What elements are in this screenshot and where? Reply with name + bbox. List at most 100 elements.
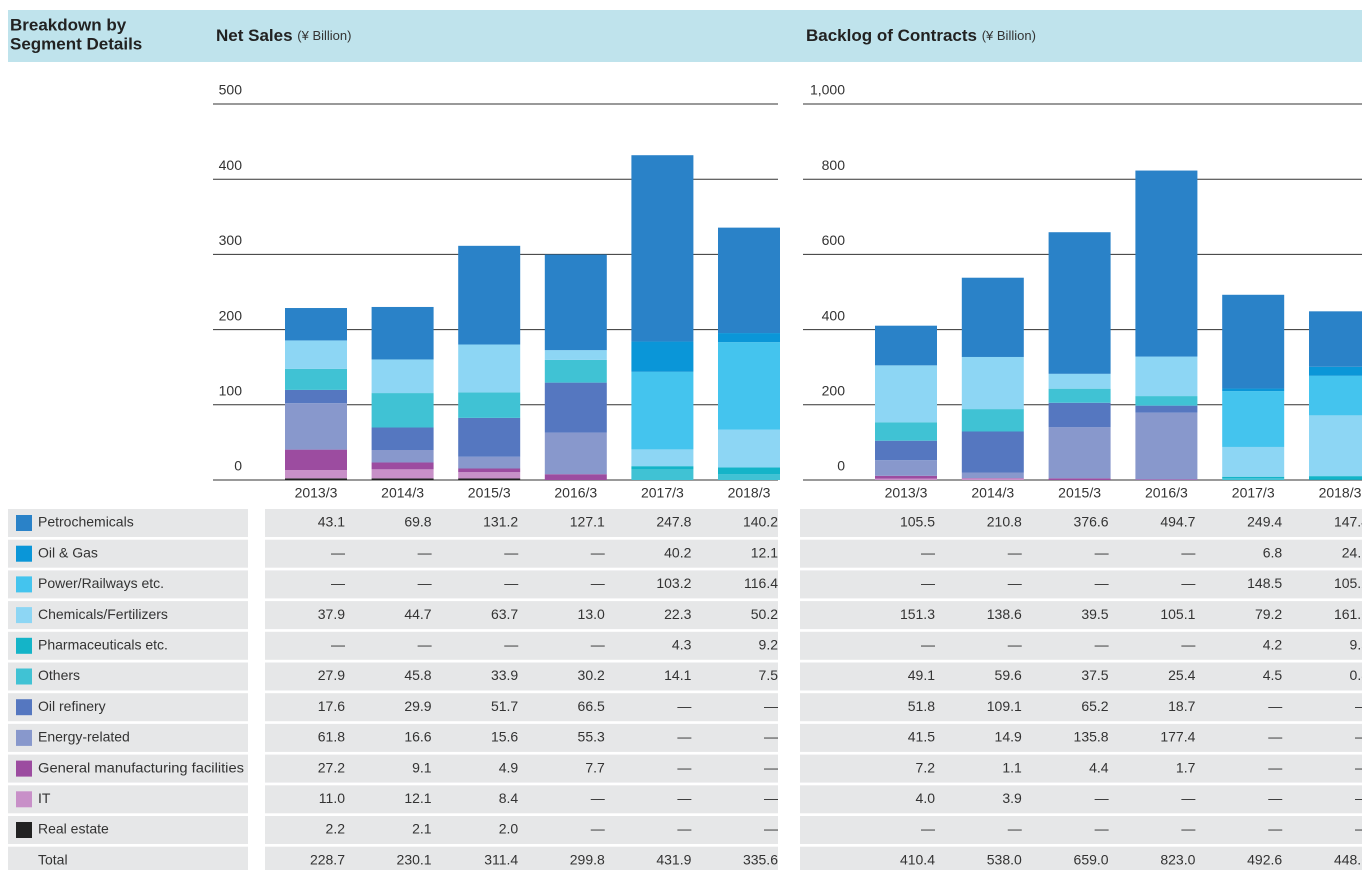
bar-segment [371,427,434,450]
legend-swatch [16,545,32,562]
total-cell: 492.6 [1247,851,1282,867]
row-bg [8,723,248,752]
bar-segment [1222,476,1285,479]
bar-segment [718,227,780,334]
bar-segment [285,368,347,390]
bar-segment [1048,373,1111,389]
bar-segment [875,460,937,476]
bar-segment [1222,391,1285,447]
row-bg [265,601,778,630]
row-bg [265,662,778,691]
table-cell: 27.2 [318,759,345,775]
table-cell: 148.5 [1247,575,1282,591]
table-cell: — [1181,821,1195,837]
bar-segment [285,403,347,450]
x-tick-label: 2015/3 [1058,485,1101,501]
bar-segment [1135,479,1198,480]
table-cell: 65.2 [1081,698,1108,714]
row-bg [800,693,1362,722]
table-cell: 45.8 [404,667,431,683]
header-band [8,10,1362,62]
bar-segment [875,478,937,480]
table-cell: — [1095,637,1109,653]
table-cell: — [591,821,605,837]
bar-segment [961,409,1024,432]
table-cell: — [1008,821,1022,837]
bar-segment [631,469,694,480]
y-tick-label: 200 [822,383,846,399]
page-title: Segment Details [10,34,142,53]
total-cell: 311.4 [484,851,518,867]
table-cell: — [331,637,345,653]
table-cell: 59.6 [995,667,1022,683]
bar-segment [371,478,434,480]
bar-segment [544,382,607,433]
bar-segment [718,342,780,430]
table-cell: 147.4 [1334,514,1362,530]
bar-segment [458,468,521,473]
table-cell: 2.1 [412,821,432,837]
table-cell: — [677,729,691,745]
bar-segment [1048,427,1111,479]
chart-title-main: Net Sales [216,26,293,45]
x-tick-label: 2017/3 [1232,485,1275,501]
bar-segment [1135,412,1198,480]
legend-swatch [16,637,32,654]
chart-title: Backlog of Contracts (¥ Billion) [806,26,1036,45]
table-cell: — [921,821,935,837]
table-cell: — [504,544,518,560]
bar-segment [1135,170,1198,357]
table-cell: — [764,790,778,806]
table-cell: — [1181,544,1195,560]
table-cell: — [1268,729,1282,745]
table-cell: 39.5 [1081,606,1108,622]
table-cell: — [1268,698,1282,714]
bar-segment [875,440,937,461]
bar-segment [458,392,521,418]
table-cell: 14.1 [664,667,691,683]
table-cell: — [1355,729,1362,745]
row-bg [8,816,248,844]
legend-swatch [16,729,32,746]
table-cell: 7.5 [759,667,779,683]
legend-swatch [16,668,32,685]
bar-segment [371,393,434,428]
table-cell: 29.9 [404,698,431,714]
bar-segment [1309,476,1362,480]
y-tick-label: 100 [219,383,243,399]
bar-segment [371,306,434,360]
row-bg [265,693,778,722]
bar-segment [285,340,347,369]
y-tick-label: 500 [219,82,243,98]
bar-segment [544,350,607,360]
table-cell: — [921,575,935,591]
table-cell: — [1095,575,1109,591]
bar-segment [718,474,780,480]
x-tick-label: 2014/3 [971,485,1014,501]
table-cell: 63.7 [491,606,518,622]
bar-segment [285,478,347,480]
y-tick-label: 0 [234,458,242,474]
bar-segment [1048,478,1111,480]
row-bg [265,723,778,752]
table-cell: 376.6 [1074,514,1109,530]
table-cell: 40.2 [664,544,691,560]
table-cell: 4.9 [499,759,519,775]
total-cell: 431.9 [656,851,691,867]
table-cell: 3.9 [1002,790,1022,806]
total-cell: 538.0 [987,851,1022,867]
table-cell: 161.6 [1334,606,1362,622]
table-cell: — [1008,544,1022,560]
bar-segment [1309,311,1362,367]
bar-segment [458,417,521,457]
row-bg [800,631,1362,660]
bar-segment [1135,396,1198,406]
total-cell: 230.1 [397,851,432,867]
table-cell: — [764,698,778,714]
bar-segment [1048,388,1111,403]
table-cell: — [331,544,345,560]
chart-unit: (¥ Billion) [297,28,351,43]
row-bg [8,662,248,691]
table-cell: 22.3 [664,606,691,622]
